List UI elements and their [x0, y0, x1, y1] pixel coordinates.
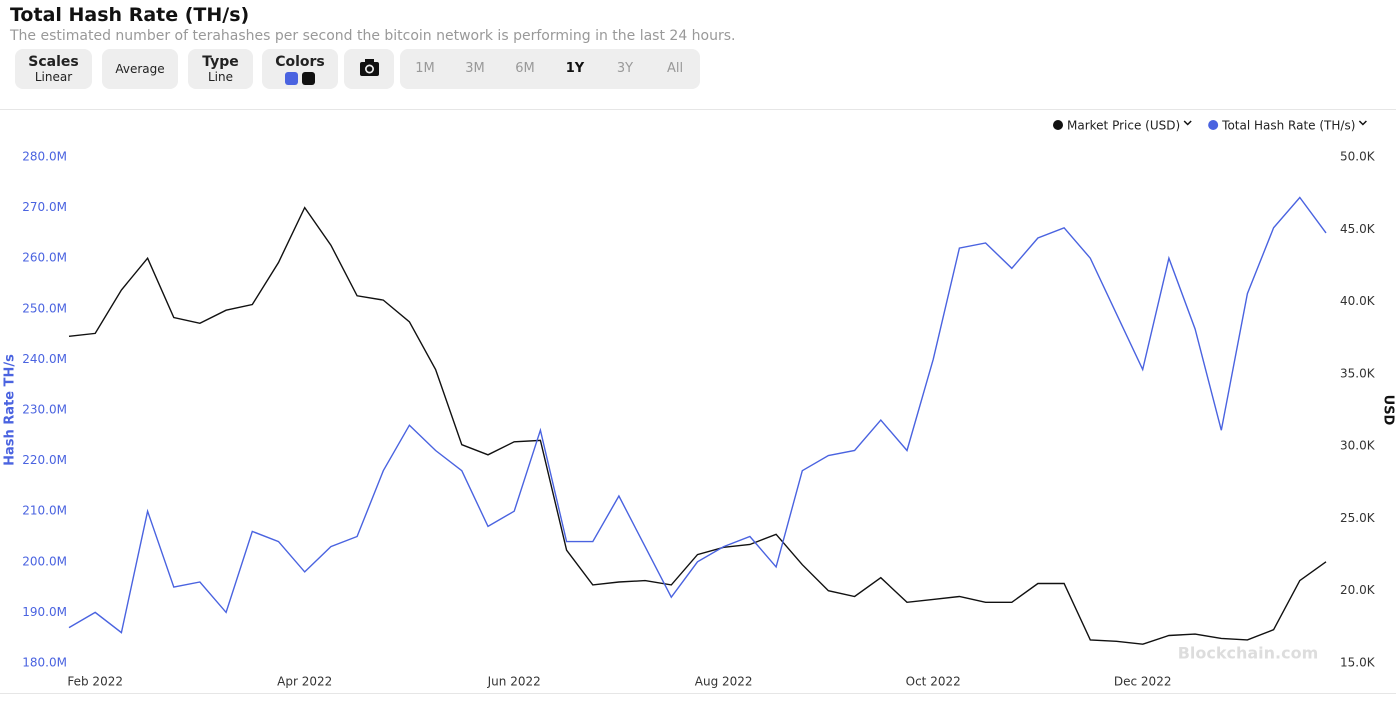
divider: [0, 693, 1396, 694]
type-value: Line: [207, 70, 233, 84]
page-subtitle: The estimated number of terahashes per s…: [10, 28, 736, 44]
y-tick-label: 240.0M: [22, 352, 67, 366]
watermark: Blockchain.com: [1178, 644, 1319, 663]
x-tick-label: Oct 2022: [906, 675, 961, 689]
legend-chevron: [1183, 120, 1192, 126]
page-title: Total Hash Rate (TH/s): [10, 4, 250, 26]
y-tick-label: 250.0M: [22, 301, 67, 315]
y2-tick-label: 15.0K: [1340, 656, 1376, 670]
range-button[interactable]: All: [666, 61, 684, 76]
color-swatch[interactable]: [285, 72, 298, 85]
colors-label: Colors: [275, 54, 325, 70]
x-tick-label: Apr 2022: [277, 675, 332, 689]
divider: [0, 109, 1396, 110]
legend-swatch: [1053, 120, 1063, 130]
y-tick-label: 180.0M: [22, 656, 67, 670]
y-tick-label: 270.0M: [22, 200, 67, 214]
y-tick-label: 230.0M: [22, 403, 67, 417]
range-selector: 1M 3M 6M 1Y 3Y All: [400, 49, 700, 89]
y2-tick-label: 25.0K: [1340, 511, 1376, 525]
series-line: [68, 206, 1327, 645]
legend-label: Total Hash Rate (TH/s): [1221, 119, 1355, 133]
y-tick-label: 200.0M: [22, 554, 67, 568]
range-button[interactable]: 3M: [465, 61, 485, 76]
x-tick-label: Jun 2022: [487, 675, 541, 689]
x-tick-label: Feb 2022: [67, 675, 123, 689]
y2-tick-label: 50.0K: [1340, 150, 1376, 164]
type-button[interactable]: Type Line: [188, 49, 253, 89]
y-tick-label: 260.0M: [22, 251, 67, 265]
x-tick-label: Dec 2022: [1114, 675, 1172, 689]
y2-tick-label: 45.0K: [1340, 222, 1376, 236]
scales-label: Scales: [28, 54, 79, 70]
y2-tick-label: 40.0K: [1340, 294, 1376, 308]
range-button[interactable]: 1M: [415, 61, 435, 76]
range-button[interactable]: 6M: [515, 61, 535, 76]
type-label: Type: [202, 54, 239, 70]
colors-button[interactable]: Colors: [262, 49, 338, 89]
y2-tick-label: 35.0K: [1340, 366, 1376, 380]
legend-swatch: [1208, 120, 1219, 130]
scales-button[interactable]: Scales Linear: [15, 49, 92, 89]
y-axis-title: Hash Rate TH/s: [3, 354, 18, 466]
y2-tick-label: 20.0K: [1340, 583, 1376, 597]
y2-tick-label: 30.0K: [1340, 439, 1376, 453]
legend-item[interactable]: Market Price (USD): [1053, 119, 1192, 133]
camera-button[interactable]: [344, 49, 394, 89]
color-swatch[interactable]: [302, 72, 315, 85]
legend-chevron: [1358, 120, 1367, 126]
x-tick-label: Aug 2022: [695, 675, 753, 689]
range-button[interactable]: 3Y: [616, 61, 634, 76]
range-button[interactable]: 1Y: [565, 61, 585, 76]
camera-icon: [360, 59, 379, 76]
y2-axis-title: USD: [1381, 395, 1396, 426]
y-tick-label: 190.0M: [22, 605, 67, 619]
average-label: Average: [115, 62, 165, 76]
scales-value: Linear: [34, 70, 73, 84]
series-line: [68, 196, 1327, 634]
legend-label: Market Price (USD): [1067, 119, 1180, 133]
y-tick-label: 220.0M: [22, 453, 67, 467]
y-tick-label: 280.0M: [22, 150, 67, 164]
y-tick-label: 210.0M: [22, 504, 67, 518]
legend-item[interactable]: Total Hash Rate (TH/s): [1208, 119, 1367, 133]
average-button[interactable]: Average: [102, 49, 178, 89]
